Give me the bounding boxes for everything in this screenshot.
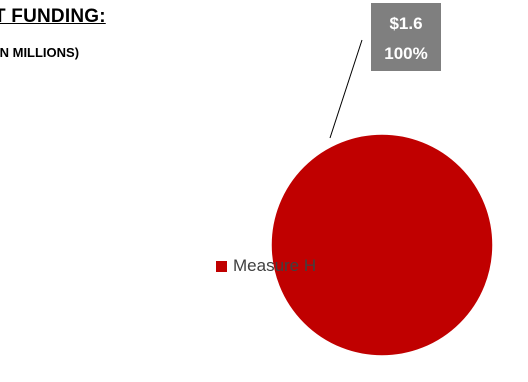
pie-slice-measure-h bbox=[270, 133, 494, 357]
chart-legend: Measure H bbox=[216, 256, 316, 276]
pie-slices bbox=[270, 133, 494, 357]
legend-swatch-measure-h bbox=[216, 260, 227, 272]
data-label-leader-line bbox=[329, 39, 363, 139]
legend-label-measure-h: Measure H bbox=[233, 256, 317, 275]
chart-title: T FUNDING: bbox=[0, 6, 106, 27]
data-label-value: $1.6 bbox=[389, 14, 422, 33]
chart-subtitle: IN MILLIONS) bbox=[0, 45, 80, 60]
data-label-box: $1.6 100% bbox=[371, 3, 441, 71]
data-label-percent: 100% bbox=[384, 44, 427, 63]
